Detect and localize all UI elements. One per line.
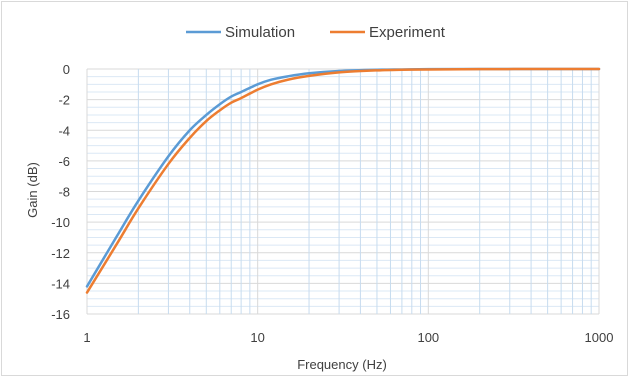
x-tick-label: 1000 <box>585 330 614 345</box>
x-tick-label: 1 <box>83 330 90 345</box>
series-line-simulation <box>85 67 601 288</box>
y-tick-label: -4 <box>58 123 70 138</box>
y-tick-label: -12 <box>51 246 70 261</box>
legend-label-experiment: Experiment <box>369 24 446 41</box>
y-tick-labels: 0 -2 -4 -6 -8 -10 -12 -14 -16 <box>51 62 70 322</box>
y-tick-label: -10 <box>51 215 70 230</box>
y-tick-label: -6 <box>58 154 70 169</box>
y-tick-label: -16 <box>51 307 70 322</box>
x-axis-title: Frequency (Hz) <box>297 357 387 372</box>
y-tick-label: 0 <box>63 62 70 77</box>
legend: Simulation Experiment <box>186 24 446 41</box>
y-tick-label: -2 <box>58 93 70 108</box>
legend-label-simulation: Simulation <box>225 24 295 41</box>
y-axis-title: Gain (dB) <box>25 162 40 218</box>
series-line-experiment <box>85 67 601 294</box>
x-tick-labels: 1 10 100 1000 <box>83 330 613 345</box>
y-tick-label: -8 <box>58 185 70 200</box>
x-tick-label: 10 <box>250 330 264 345</box>
grid-lines <box>86 68 600 315</box>
x-tick-label: 100 <box>417 330 439 345</box>
y-tick-label: -14 <box>51 276 70 291</box>
series-lines <box>85 67 601 294</box>
